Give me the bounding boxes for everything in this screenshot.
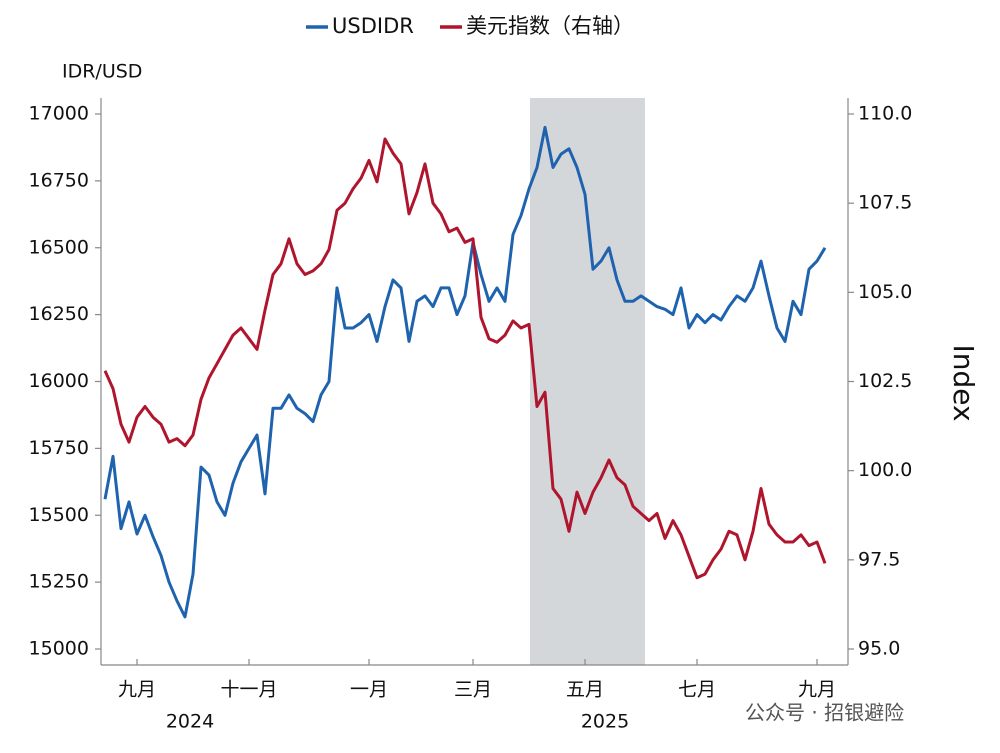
y2-tick-label: 107.5 — [858, 192, 912, 214]
year-label: 2025 — [581, 711, 629, 733]
y2-tick-label: 97.5 — [858, 548, 900, 570]
y-axis-label: IDR/USD — [62, 61, 142, 83]
y-tick-label: 15000 — [29, 638, 89, 660]
x-tick-label: 一月 — [350, 679, 388, 701]
x-tick-label: 十一月 — [220, 679, 277, 701]
y-tick-label: 17000 — [29, 103, 89, 125]
x-tick-label: 三月 — [454, 679, 492, 701]
y-tick-label: 15750 — [29, 437, 89, 459]
y2-tick-label: 102.5 — [858, 370, 912, 392]
y-tick-label: 16500 — [29, 236, 89, 258]
x-tick-label: 五月 — [566, 679, 604, 701]
x-tick-label: 九月 — [118, 679, 156, 701]
legend-label: USDIDR — [332, 14, 414, 38]
y2-tick-label: 100.0 — [858, 459, 912, 481]
y2-tick-label: 110.0 — [858, 103, 912, 125]
series-line — [103, 125, 827, 619]
y2-tick-label: 95.0 — [858, 638, 900, 660]
legend-label: 美元指数（右轴） — [466, 14, 634, 38]
y-tick-label: 16000 — [29, 370, 89, 392]
y-tick-label: 15250 — [29, 571, 89, 593]
shaded-period — [530, 98, 645, 665]
y-tick-label: 16250 — [29, 303, 89, 325]
x-tick-label: 七月 — [678, 679, 716, 701]
year-label: 2024 — [166, 711, 214, 733]
x-tick-label: 九月 — [798, 679, 836, 701]
series-line — [103, 137, 827, 580]
y-tick-label: 16750 — [29, 169, 89, 191]
y2-axis-label: Index — [947, 344, 980, 421]
y2-tick-label: 105.0 — [858, 281, 912, 303]
watermark: 公众号 · 招银避险 — [745, 701, 904, 725]
y-tick-label: 15500 — [29, 504, 89, 526]
